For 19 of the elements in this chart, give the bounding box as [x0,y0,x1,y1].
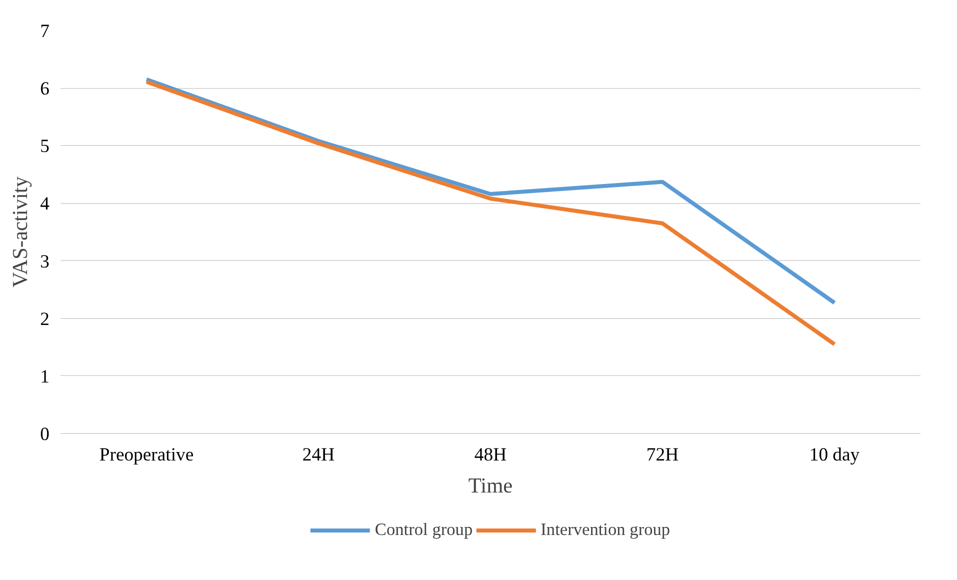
line-series [144,80,836,346]
x-tick-label: 48H [474,444,507,466]
y-tick-label: 5 [40,136,50,158]
y-tick-label: 7 [40,21,50,42]
legend-label: Control group [374,520,473,540]
x-tick-label: 24H [302,444,335,466]
y-tick-label: 1 [40,366,50,388]
y-tick-label: 6 [40,78,50,100]
x-tick-label: 72H [646,444,679,466]
y-axis-title: VAS-activity [8,176,32,288]
x-tick-label: 10 day [809,444,860,466]
x-axis-title: Time [468,474,513,498]
legend-label: Intervention group [540,520,670,540]
y-tick-label: 4 [40,194,50,215]
line-series [144,77,836,305]
y-tick-label: 0 [40,424,50,445]
x-tick-label: Preoperative [99,444,194,466]
y-tick-label: 2 [40,308,50,330]
y-tick-label: 3 [40,251,50,272]
